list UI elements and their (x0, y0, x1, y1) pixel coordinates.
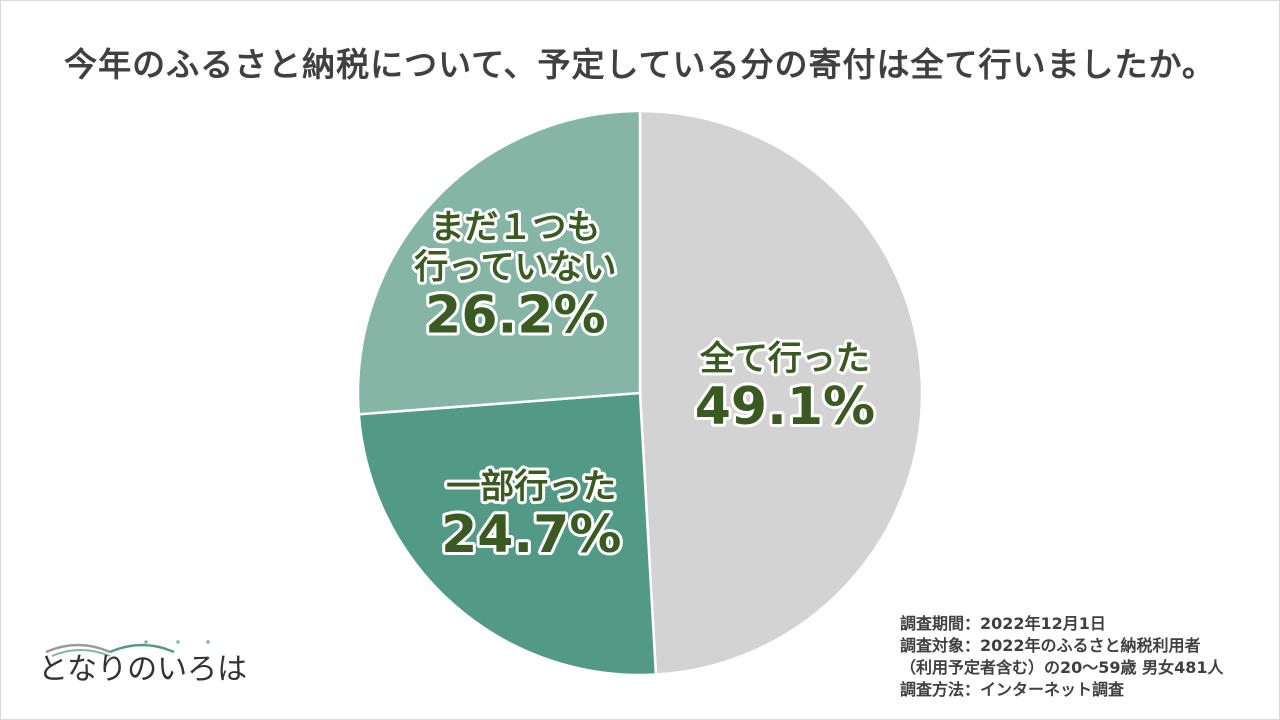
slice-value-none-yet: 26.2% (425, 285, 605, 345)
survey-period: 調査期間：2022年12月1日 (900, 614, 1106, 633)
pie-slice-partially-done (357, 391, 658, 677)
logo-text: となりのいろは (38, 652, 248, 687)
survey-target-detail: （利用予定者含む）の20～59歳 男女481人 (900, 658, 1224, 677)
slice-name-all-done: 全て行った (699, 339, 870, 379)
slice-value-partially-done: 24.7% (441, 505, 621, 565)
slice-value-all-done: 49.1% (695, 377, 875, 437)
pie-slice-none-yet (356, 109, 642, 416)
slice-name-none-yet-1: まだ１つも (430, 207, 600, 247)
slice-name-none-yet-2: 行っていない (414, 247, 616, 287)
brand-logo: となりのいろは (38, 630, 247, 690)
slice-name-partially-done: 一部行った (446, 467, 616, 507)
survey-target: 調査対象：2022年のふるさと納税利用者 (900, 636, 1201, 655)
chart-title: 今年のふるさと納税について、予定している分の寄付は全て行いましたか。 (64, 45, 1216, 84)
pie-slice-all-done (638, 109, 924, 676)
survey-method: 調査方法：インターネット調査 (900, 680, 1125, 699)
survey-notes: 調査期間：2022年12月1日 調査対象：2022年のふるさと納税利用者 （利用… (900, 613, 1224, 701)
logo-arcs-icon (45, 640, 210, 657)
